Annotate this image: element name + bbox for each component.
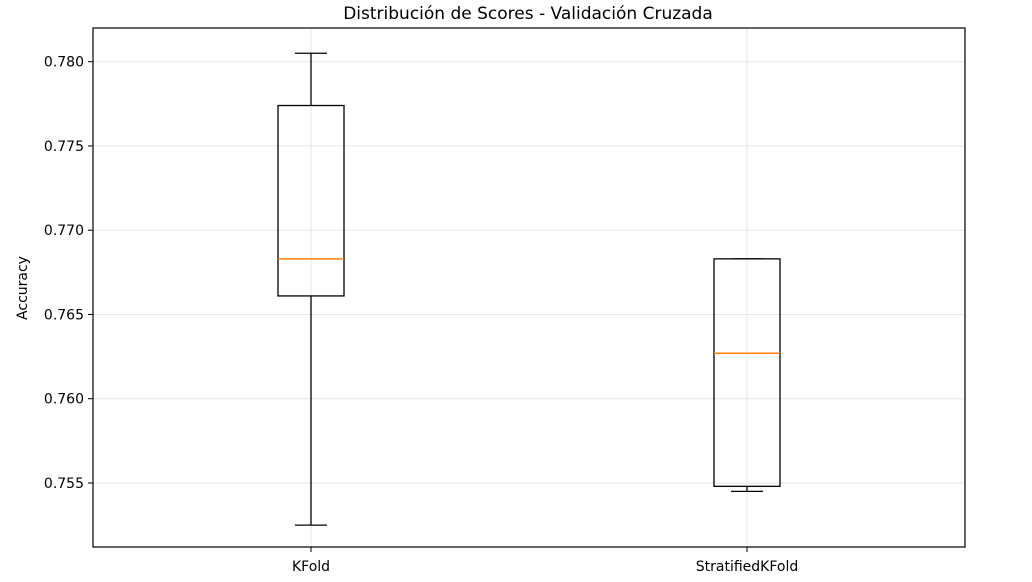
y-tick-label: 0.780 bbox=[44, 55, 84, 71]
box-layer bbox=[277, 52, 781, 526]
iqr-box bbox=[713, 258, 781, 487]
grid-layer bbox=[93, 28, 965, 547]
iqr-box bbox=[277, 104, 345, 297]
chart-title: Distribución de Scores - Validación Cruz… bbox=[343, 4, 713, 24]
box-group-stratifiedkfold bbox=[713, 258, 781, 493]
y-tick-label: 0.760 bbox=[44, 392, 84, 408]
x-tick-label: KFold bbox=[292, 559, 330, 575]
box-group-kfold bbox=[277, 52, 345, 526]
y-tick-label: 0.775 bbox=[44, 139, 84, 155]
x-tick-label: StratifiedKFold bbox=[696, 559, 798, 575]
plot-frame bbox=[92, 27, 966, 548]
y-tick-label: 0.755 bbox=[44, 476, 84, 492]
axis-layer: 0.755 0.760 0.765 0.770 0.775 0.780 KFold Strat… bbox=[44, 55, 798, 575]
y-tick-label: 0.770 bbox=[44, 223, 84, 239]
y-axis-label: Accuracy bbox=[15, 256, 31, 320]
y-tick-label: 0.765 bbox=[44, 307, 84, 323]
